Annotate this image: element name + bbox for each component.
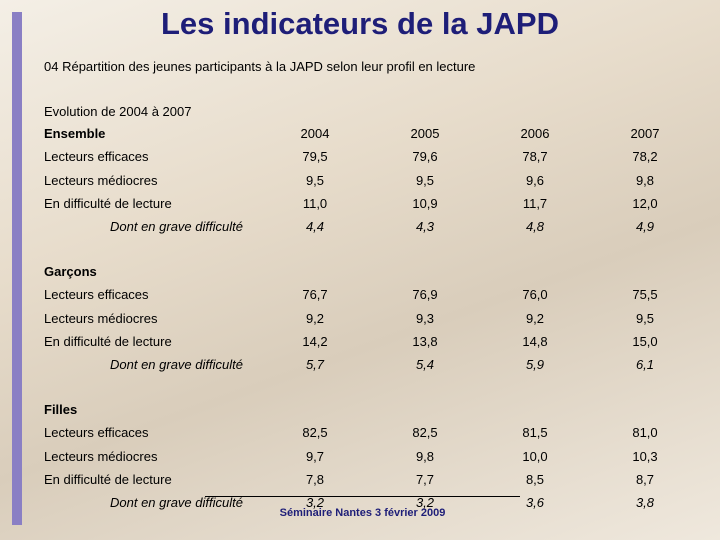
cell-value: 9,6	[525, 172, 545, 188]
cell-value: 9,3	[415, 310, 435, 326]
cell-value: 9,7	[305, 448, 325, 464]
cell-value: 75,5	[632, 287, 658, 303]
cell-value: 9,2	[525, 310, 545, 326]
cell-value: 76,7	[302, 287, 328, 303]
cell-value: 5,9	[525, 357, 545, 373]
row-label: Lecteurs efficaces	[44, 425, 149, 441]
cell-value: 4,8	[525, 219, 545, 235]
cell-value: 4,3	[415, 219, 435, 235]
cell-value: 78,7	[522, 149, 548, 165]
cell-value: 3,2	[415, 495, 435, 511]
cell-value: 8,5	[525, 471, 545, 487]
column-header: 2005	[410, 126, 440, 141]
cell-value: 10,0	[522, 448, 548, 464]
cell-value: 9,2	[305, 310, 325, 326]
section-label: Garçons	[44, 264, 97, 279]
cell-value: 3,8	[635, 495, 655, 511]
cell-value: 6,1	[635, 357, 655, 373]
row-label: Lecteurs médiocres	[44, 448, 158, 464]
cell-value: 76,9	[412, 287, 438, 303]
cell-value: 9,5	[635, 310, 655, 326]
cell-value: 81,0	[632, 425, 658, 441]
column-header: 2007	[630, 126, 660, 141]
cell-value: 3,2	[305, 495, 325, 511]
cell-value: 76,0	[522, 287, 548, 303]
cell-value: 7,8	[305, 471, 325, 487]
cell-value: 79,5	[302, 149, 328, 165]
cell-value: 9,5	[305, 172, 325, 188]
cell-value: 11,0	[302, 195, 328, 211]
row-label: En difficulté de lecture	[44, 471, 172, 487]
cell-value: 13,8	[412, 333, 438, 349]
cell-value: 10,3	[632, 448, 658, 464]
cell-value: 8,7	[635, 471, 655, 487]
cell-value: 4,9	[635, 219, 655, 235]
cell-value: 82,5	[412, 425, 438, 441]
accent-bar	[12, 12, 22, 525]
cell-value: 5,7	[305, 357, 325, 373]
cell-value: 7,7	[415, 471, 435, 487]
cell-value: 9,8	[415, 448, 435, 464]
cell-value: 9,8	[635, 172, 655, 188]
cell-value: 78,2	[632, 149, 658, 165]
cell-value: 14,2	[302, 333, 328, 349]
row-label: Dont en grave difficulté	[110, 219, 243, 235]
cell-value: 4,4	[305, 219, 325, 235]
caption: Evolution de 2004 à 2007	[44, 104, 192, 119]
row-label: Lecteurs efficaces	[44, 149, 149, 165]
row-label: En difficulté de lecture	[44, 333, 172, 349]
subtitle: 04 Répartition des jeunes participants à…	[44, 59, 476, 74]
row-label: Lecteurs efficaces	[44, 287, 149, 303]
column-header: 2006	[520, 126, 550, 141]
footer-line	[205, 496, 520, 497]
footer: Séminaire Nantes 3 février 2009	[279, 507, 446, 519]
cell-value: 9,5	[415, 172, 435, 188]
row-label: Lecteurs médiocres	[44, 172, 158, 188]
cell-value: 5,4	[415, 357, 435, 373]
section-label: Ensemble	[44, 126, 106, 141]
cell-value: 82,5	[302, 425, 328, 441]
section-label: Filles	[44, 402, 78, 417]
cell-value: 81,5	[522, 425, 548, 441]
title: Les indicateurs de la JAPD	[161, 6, 559, 41]
cell-value: 79,6	[412, 149, 438, 165]
cell-value: 14,8	[522, 333, 548, 349]
cell-value: 10,9	[412, 195, 438, 211]
cell-value: 11,7	[522, 195, 548, 211]
cell-value: 3,6	[525, 495, 545, 511]
row-label: Dont en grave difficulté	[110, 357, 243, 373]
row-label: En difficulté de lecture	[44, 195, 172, 211]
row-label: Dont en grave difficulté	[110, 495, 243, 511]
cell-value: 12,0	[632, 195, 658, 211]
row-label: Lecteurs médiocres	[44, 310, 158, 326]
column-header: 2004	[300, 126, 330, 141]
cell-value: 15,0	[632, 333, 658, 349]
